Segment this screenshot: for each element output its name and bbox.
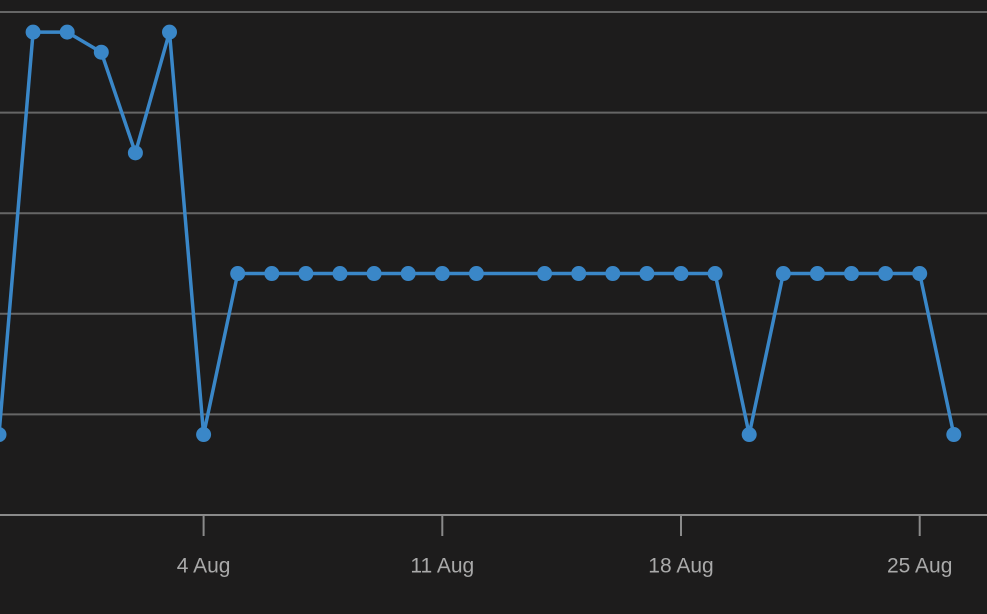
data-point — [673, 266, 689, 282]
data-point — [707, 266, 723, 282]
data-point — [878, 266, 894, 282]
x-tick-label: 18 Aug — [648, 555, 713, 578]
data-point — [844, 266, 859, 282]
data-point — [468, 266, 484, 282]
data-point — [127, 145, 143, 161]
data-point — [366, 266, 382, 282]
x-tick-label: 25 Aug — [887, 555, 952, 578]
data-point — [298, 266, 314, 282]
data-point — [946, 427, 962, 443]
data-point — [639, 266, 655, 282]
data-point — [162, 24, 177, 40]
data-point — [230, 266, 246, 282]
data-point — [775, 266, 791, 282]
data-point — [264, 266, 280, 282]
data-point — [25, 24, 41, 40]
data-point — [605, 266, 621, 282]
data-point — [571, 266, 587, 282]
data-point — [912, 266, 928, 282]
data-point — [332, 266, 348, 282]
data-point — [809, 266, 825, 282]
data-point — [537, 266, 553, 282]
data-point — [196, 427, 212, 443]
data-point — [0, 427, 7, 442]
data-point — [434, 266, 450, 282]
x-tick-label: 4 Aug — [177, 555, 231, 578]
data-point — [59, 24, 75, 40]
data-line — [0, 30, 956, 437]
data-point — [741, 427, 757, 443]
data-point — [400, 266, 416, 282]
data-point — [93, 44, 109, 60]
x-tick-label: 11 Aug — [410, 555, 474, 578]
